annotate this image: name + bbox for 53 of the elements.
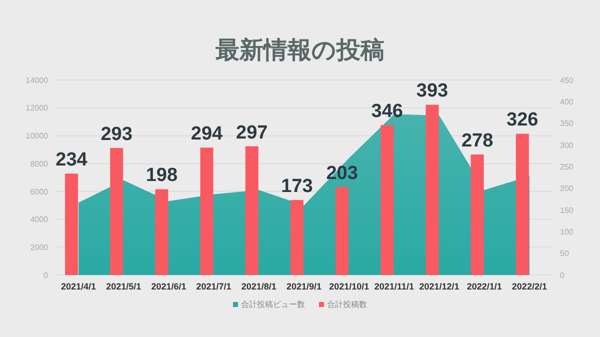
x-tick-label: 2022/1/1 [466,281,502,292]
y2-tick-label: 400 [560,98,574,107]
y2-tick-label: 450 [560,76,574,85]
bar [290,200,304,275]
bar [380,125,394,275]
data-label: 297 [236,122,268,144]
bar [200,148,214,275]
bar [426,104,439,275]
x-tick-label: 2021/10/1 [329,281,370,292]
y-tick-label: 8000 [30,159,49,168]
bar [516,134,529,275]
x-tick-label: 2021/7/1 [196,281,232,292]
data-label: 294 [190,124,224,145]
y2-tick-label: 0 [560,270,565,280]
data-label: 326 [506,110,538,131]
y2-tick-label: 300 [560,140,574,150]
bar [110,148,124,275]
y2-tick-label: 200 [560,184,574,194]
bar [245,146,258,275]
data-label: 346 [371,101,403,122]
x-tick-label: 2021/8/1 [241,281,276,292]
y-tick-label: 2000 [30,242,49,252]
y2-tick-label: 50 [560,249,570,258]
data-label: 198 [146,165,178,186]
y-tick-label: 0 [44,270,49,280]
x-tick-label: 2021/5/1 [106,281,142,292]
legend-label: 合計投稿数 [327,299,367,310]
legend-label: 合計投稿ビュー数 [241,299,305,310]
data-label: 293 [100,124,132,146]
y-tick-label: 12000 [26,104,49,113]
y2-tick-label: 350 [560,119,574,128]
x-tick-label: 2021/9/1 [286,281,322,292]
data-label: 278 [461,130,494,152]
bar [470,154,484,275]
y-tick-label: 10000 [26,132,49,141]
y2-tick-label: 100 [560,228,574,237]
chart-title: 最新情報の投稿 [214,36,386,66]
y-tick-label: 6000 [30,187,49,196]
y2-tick-label: 150 [560,206,574,215]
x-tick-label: 2021/11/1 [374,281,414,292]
x-tick-label: 2022/2/1 [512,281,547,292]
data-label: 234 [56,150,88,171]
y-tick-label: 4000 [30,215,49,224]
bar [155,189,168,275]
bar [336,187,349,275]
x-tick-label: 2021/6/1 [151,281,186,292]
data-label: 393 [416,80,448,102]
y2-tick-label: 250 [560,162,574,172]
bar [65,174,78,275]
data-label: 173 [281,176,313,198]
y-tick-label: 14000 [26,76,49,85]
x-tick-label: 2021/12/1 [419,281,460,292]
x-tick-label: 2021/4/1 [61,281,96,292]
